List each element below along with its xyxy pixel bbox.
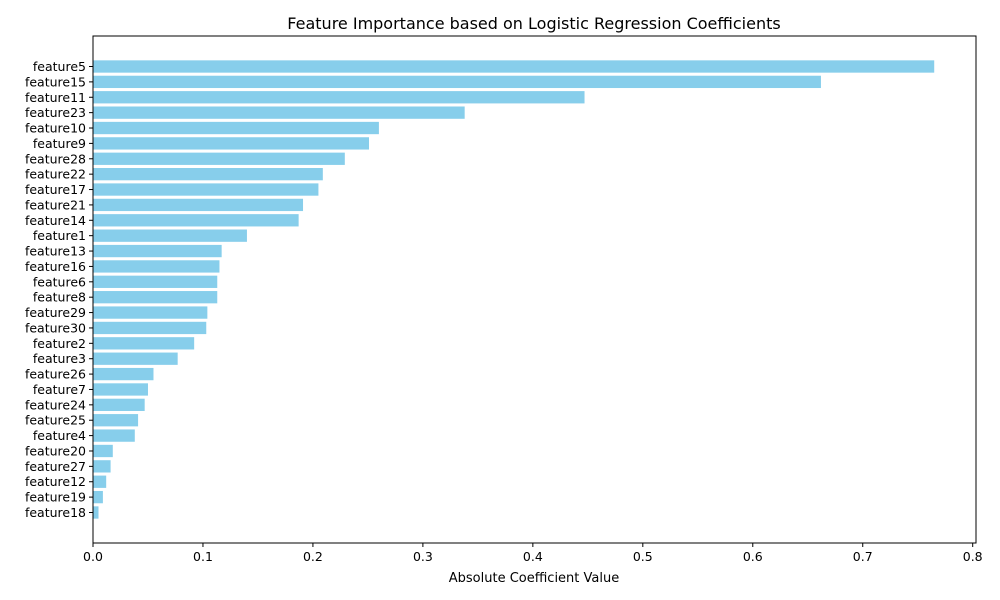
bar-feature2: [93, 337, 195, 350]
x-tick-label: 0.8: [963, 549, 983, 564]
x-tick-label: 0.7: [853, 549, 873, 564]
bar-feature7: [93, 383, 148, 396]
y-tick-label: feature9: [33, 136, 86, 151]
x-tick-label: 0.3: [413, 549, 433, 564]
y-tick-label: feature7: [33, 382, 86, 397]
bar-feature8: [93, 291, 218, 304]
y-tick-label: feature21: [25, 197, 86, 212]
y-tick-label: feature14: [25, 213, 86, 228]
y-tick-label: feature27: [25, 459, 86, 474]
bar-feature15: [93, 75, 821, 89]
y-tick-label: feature13: [25, 244, 86, 259]
plot-frame: [92, 35, 977, 544]
x-axis-label: Absolute Coefficient Value: [449, 571, 619, 586]
y-tick-label: feature29: [25, 305, 86, 320]
bar-feature16: [93, 260, 220, 273]
bar-feature26: [93, 367, 154, 381]
bar-feature5: [93, 60, 935, 73]
bar-feature25: [93, 414, 139, 427]
bar-feature9: [93, 137, 370, 150]
x-tick-label: 0.1: [193, 549, 213, 564]
y-tick-label: feature23: [25, 105, 86, 120]
y-tick-label: feature1: [33, 228, 86, 243]
bar-feature1: [93, 229, 247, 242]
bar-feature13: [93, 244, 222, 258]
y-tick-label: feature30: [25, 320, 86, 335]
y-tick-label: feature11: [25, 90, 86, 105]
bar-feature29: [93, 306, 208, 319]
bar-feature14: [93, 214, 299, 227]
y-tick-label: feature2: [33, 336, 86, 351]
y-tick-label: feature12: [25, 474, 86, 489]
x-tick-label: 0.6: [743, 549, 763, 564]
bar-feature17: [93, 183, 319, 196]
x-tick-label: 0.2: [303, 549, 323, 564]
bar-feature23: [93, 106, 465, 119]
y-axis-ticks: feature5feature15feature11feature23featu…: [25, 59, 93, 520]
y-tick-label: feature22: [25, 167, 86, 182]
y-tick-label: feature24: [25, 397, 86, 412]
bar-feature18: [93, 506, 99, 519]
y-tick-label: feature3: [33, 351, 86, 366]
bar-feature19: [93, 490, 103, 504]
x-tick-label: 0.0: [83, 549, 103, 564]
y-tick-label: feature20: [25, 443, 86, 458]
y-tick-label: feature6: [33, 274, 86, 289]
y-tick-label: feature25: [25, 413, 86, 428]
x-tick-label: 0.5: [633, 549, 653, 564]
y-tick-label: feature17: [25, 182, 86, 197]
chart-title: Feature Importance based on Logistic Reg…: [287, 14, 780, 33]
bar-feature24: [93, 398, 145, 411]
bar-feature4: [93, 429, 135, 442]
bar-feature12: [93, 475, 107, 488]
bar-feature10: [93, 121, 379, 135]
bar-feature6: [93, 275, 218, 288]
bar-feature22: [93, 168, 323, 181]
y-tick-label: feature16: [25, 259, 86, 274]
bars-group: [93, 60, 935, 519]
bar-feature11: [93, 91, 585, 104]
y-tick-label: feature5: [33, 59, 86, 74]
y-tick-label: feature26: [25, 367, 86, 382]
bar-feature3: [93, 352, 178, 365]
x-axis-ticks: 0.0 0.1 0.2 0.3 0.4 0.5 0.6 0.7 0.8: [83, 543, 983, 564]
bar-feature27: [93, 460, 111, 473]
bar-feature20: [93, 444, 113, 458]
y-tick-label: feature10: [25, 121, 86, 136]
y-tick-label: feature15: [25, 74, 86, 89]
y-tick-label: feature28: [25, 151, 86, 166]
bar-feature28: [93, 152, 345, 165]
x-tick-label: 0.4: [523, 549, 543, 564]
y-tick-label: feature4: [33, 428, 86, 443]
bar-feature21: [93, 198, 304, 212]
y-tick-label: feature19: [25, 490, 86, 505]
y-tick-label: feature18: [25, 505, 86, 520]
y-tick-label: feature8: [33, 290, 86, 305]
bar-feature30: [93, 321, 207, 335]
